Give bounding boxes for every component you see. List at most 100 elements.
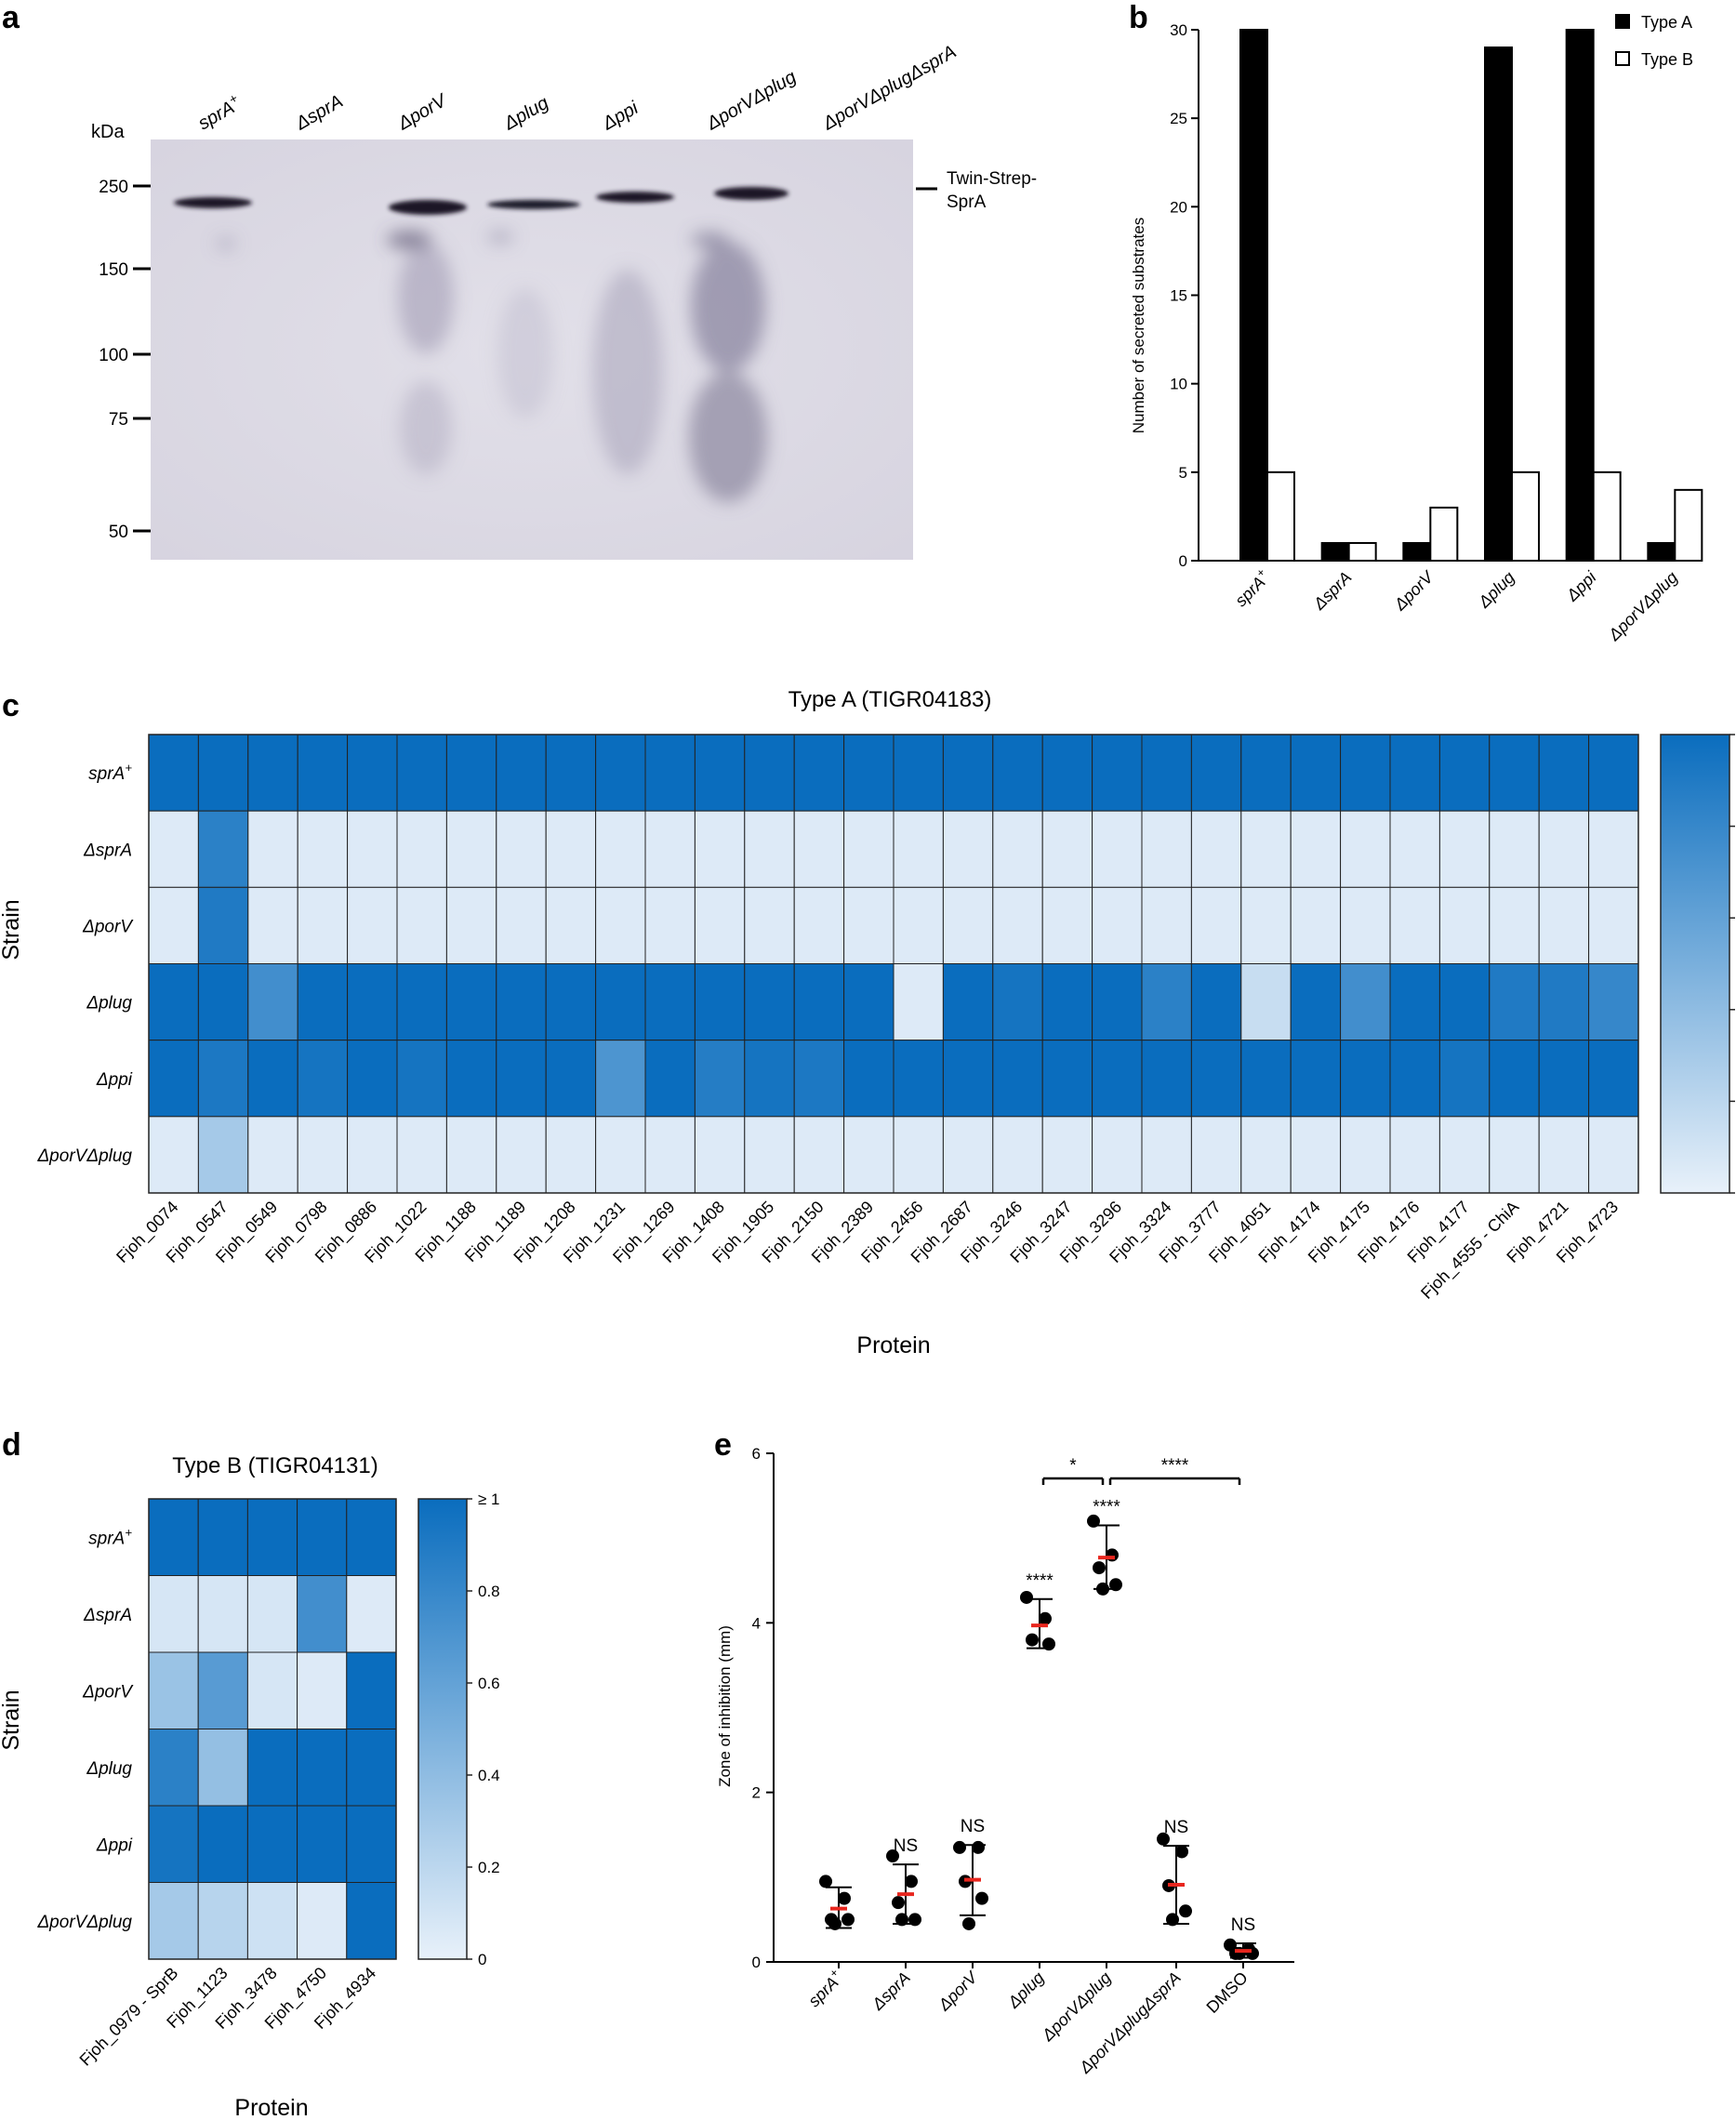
c-cell <box>247 734 298 812</box>
d-cell <box>246 1498 298 1576</box>
d-row-label: sprA+ <box>88 1525 132 1548</box>
c-frame <box>148 734 1639 1194</box>
b-bar-type-b <box>1429 506 1459 563</box>
b-bar-type-b <box>1347 541 1377 563</box>
b-bar-type-b <box>1674 488 1703 562</box>
c-cell <box>197 1116 249 1194</box>
b-x-label: sprA+ <box>1229 566 1274 611</box>
c-cell <box>595 1116 646 1194</box>
d-cell <box>148 1498 199 1576</box>
marker-label-100: 100 <box>99 346 128 365</box>
b-ytick-label: 15 <box>1170 287 1187 305</box>
c-cell <box>445 886 497 964</box>
band-delta-plug <box>487 200 580 209</box>
lane-label-2: ΔporV <box>394 90 452 135</box>
d-xlabel: Protein <box>234 2095 308 2120</box>
panel-b-bar-chart: Number of secreted substrates 0 5 10 15 20 25… <box>1130 13 1703 645</box>
c-cell <box>1538 1116 1590 1194</box>
c-cell <box>1489 734 1540 812</box>
c-cell <box>744 1040 795 1118</box>
d-ylabel: Strain <box>0 1689 24 1750</box>
c-cell <box>1041 1040 1093 1118</box>
b-legend-swatch <box>1615 14 1630 29</box>
e-x-label: sprA+ <box>802 1967 847 2011</box>
c-cell <box>1240 963 1292 1041</box>
c-cell <box>396 963 447 1041</box>
e-ylabel: Zone of inhibition (mm) <box>716 1625 734 1787</box>
b-ytick-label: 20 <box>1170 198 1187 216</box>
panel-a-western-blot: kDa sprA+ ΔsprA ΔporV Δplug Δppi ΔporVΔplug Δp… <box>91 42 1037 560</box>
c-cell <box>347 734 398 812</box>
c-cell <box>1190 1116 1242 1194</box>
e-point <box>828 1916 841 1930</box>
d-colorbar-label: 0.6 <box>478 1675 500 1692</box>
b-ytick-label: 0 <box>1179 552 1187 570</box>
d-cell <box>148 1882 199 1960</box>
c-cell <box>148 1116 199 1194</box>
c-cell <box>1141 886 1192 964</box>
c-cell <box>1588 1116 1639 1194</box>
d-row-label-text: ΔporVΔplug <box>36 1913 132 1932</box>
c-cell <box>893 810 944 888</box>
c-cell <box>793 963 845 1041</box>
c-row-label-text: sprA <box>88 764 125 784</box>
blot-bands <box>174 187 788 215</box>
c-cell <box>445 1116 497 1194</box>
c-cell <box>1092 810 1143 888</box>
c-cell <box>694 810 746 888</box>
c-cell <box>942 1040 994 1118</box>
e-x-label-text: ΔporVΔplug <box>1038 1968 1115 2046</box>
c-cell <box>396 734 447 812</box>
c-cell <box>1588 886 1639 964</box>
c-cell <box>1290 1040 1342 1118</box>
c-row-label: Δplug <box>86 994 132 1014</box>
lane-label-3-text: Δplug <box>500 93 552 135</box>
c-cell <box>843 886 895 964</box>
d-cell <box>246 1575 298 1653</box>
c-cell <box>1190 734 1242 812</box>
b-ytick-label: 30 <box>1170 21 1187 39</box>
c-cell <box>992 1116 1043 1194</box>
c-cell <box>1588 963 1639 1041</box>
c-cell <box>545 810 597 888</box>
e-point <box>1175 1845 1188 1859</box>
c-cell <box>694 734 746 812</box>
c-cell <box>942 810 994 888</box>
c-cell <box>496 1040 547 1118</box>
e-significance-label: NS <box>894 1836 918 1856</box>
c-cell <box>694 1040 746 1118</box>
c-cell <box>1489 963 1540 1041</box>
c-row-label-text: ΔsprA <box>83 841 132 860</box>
c-cell <box>1041 886 1093 964</box>
c-cell <box>1538 886 1590 964</box>
c-cell <box>744 1116 795 1194</box>
lane-label-2-text: ΔporV <box>394 90 452 135</box>
e-point <box>1233 1946 1246 1960</box>
band-spra-plus <box>174 197 252 208</box>
d-row-label-text: sprA <box>88 1529 125 1548</box>
c-cell <box>1240 886 1292 964</box>
e-significance-label: NS <box>1231 1915 1255 1935</box>
marker-label-50: 50 <box>109 523 128 542</box>
c-cell <box>1240 734 1292 812</box>
c-cell <box>545 1116 597 1194</box>
e-point <box>1157 1832 1170 1846</box>
e-point <box>1093 1561 1106 1575</box>
c-cell <box>843 1040 895 1118</box>
c-cell <box>1290 1116 1342 1194</box>
d-cell <box>197 1575 248 1653</box>
marker-label-150: 150 <box>99 260 128 280</box>
d-cell <box>148 1575 199 1653</box>
c-title: Type A (TIGR04183) <box>788 687 992 712</box>
d-row-label: Δppi <box>96 1835 133 1855</box>
c-cell <box>1290 886 1342 964</box>
c-cell <box>644 734 696 812</box>
band-delta-ppi <box>596 192 674 203</box>
d-cell <box>246 1729 298 1807</box>
c-cell <box>644 1040 696 1118</box>
c-cell <box>1389 1116 1440 1194</box>
e-point <box>1039 1611 1052 1625</box>
b-bar-type-a <box>1320 541 1350 563</box>
